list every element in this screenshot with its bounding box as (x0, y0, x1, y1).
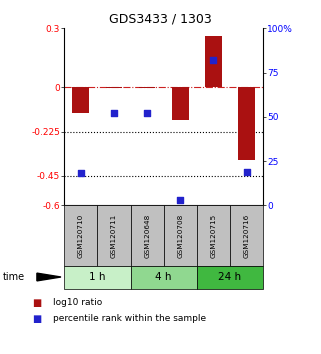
Text: GSM120715: GSM120715 (211, 213, 216, 258)
Bar (73, 87, 89, 113)
Point (178, 197, 183, 203)
Text: percentile rank within the sample: percentile rank within the sample (53, 314, 206, 323)
Text: log10 ratio: log10 ratio (53, 298, 102, 307)
Point (78, 171, 83, 176)
Bar (205, 36, 222, 87)
Text: time: time (3, 272, 25, 282)
Bar (139, 87, 155, 88)
Text: GSM120711: GSM120711 (111, 213, 117, 258)
Point (111, 110, 117, 116)
Point (144, 110, 150, 116)
Bar (238, 87, 255, 160)
Point (244, 169, 249, 175)
Text: GSM120708: GSM120708 (177, 213, 183, 258)
Bar (172, 87, 189, 120)
Text: ■: ■ (32, 314, 41, 324)
Polygon shape (37, 273, 61, 281)
Text: GSM120648: GSM120648 (144, 213, 150, 258)
Point (211, 57, 216, 63)
Text: GSM120716: GSM120716 (244, 213, 250, 258)
Text: 1 h: 1 h (89, 272, 106, 282)
Text: GDS3433 / 1303: GDS3433 / 1303 (109, 12, 212, 25)
Text: 24 h: 24 h (219, 272, 242, 282)
Bar (106, 87, 122, 88)
Text: 4 h: 4 h (155, 272, 172, 282)
Text: ■: ■ (32, 298, 41, 308)
Text: GSM120710: GSM120710 (78, 213, 84, 258)
